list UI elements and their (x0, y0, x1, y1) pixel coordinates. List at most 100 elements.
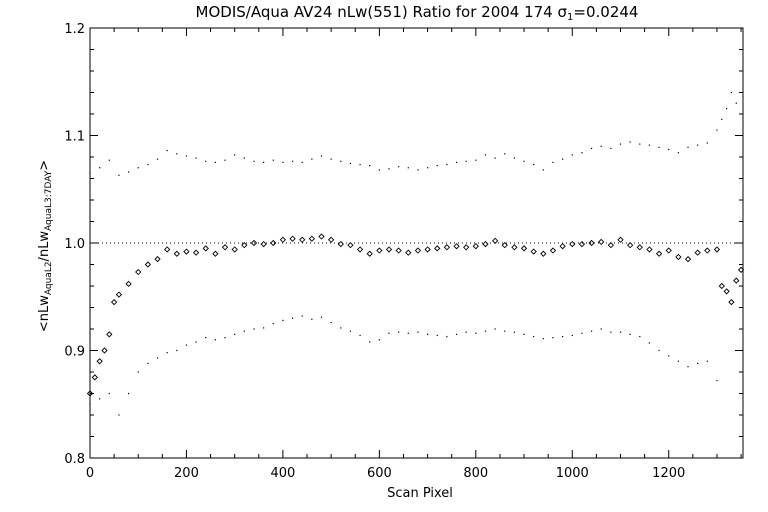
svg-text:<nLwAquaL2/nLwAquaL3:7DAY>: <nLwAquaL2/nLwAquaL3:7DAY> (37, 160, 54, 332)
data-point-lower (224, 337, 226, 339)
data-point-mean (328, 236, 335, 243)
data-point-upper (504, 153, 506, 155)
data-point-mean (202, 245, 209, 252)
data-point-upper (426, 167, 429, 169)
data-point-upper (253, 160, 255, 162)
data-point-upper (513, 157, 516, 159)
data-point-lower (243, 330, 245, 332)
data-point-mean (463, 244, 470, 251)
data-point-lower (99, 398, 101, 400)
data-point-mean (337, 240, 344, 248)
data-point-mean (569, 240, 576, 248)
data-point-upper (205, 160, 207, 162)
data-point-lower (320, 316, 323, 318)
data-point-lower (426, 333, 429, 335)
tick-labels-group: 0 200 400 600 800 1000 1200 0.8 0.9 1.0 1.1 1.2 (64, 22, 685, 481)
y-label-close: > (37, 160, 52, 171)
data-point-mean (694, 249, 701, 256)
data-point-mean (125, 280, 132, 287)
data-point-mean (723, 288, 730, 295)
data-point-upper (243, 157, 245, 159)
data-point-mean (164, 246, 171, 253)
data-point-mean (511, 244, 518, 251)
data-point-lower (234, 333, 236, 335)
data-point-lower (455, 333, 458, 335)
data-point-upper (716, 129, 718, 131)
data-point-mean (733, 277, 740, 284)
data-point-upper (697, 144, 699, 146)
data-point-upper (108, 159, 110, 161)
data-point-mean (270, 239, 277, 247)
data-point-mean (395, 247, 402, 254)
data-point-lower (369, 341, 371, 343)
data-point-upper (417, 169, 419, 171)
data-point-upper (214, 161, 216, 163)
data-point-lower (629, 333, 631, 335)
data-point-lower (610, 331, 612, 333)
data-point-mean (607, 242, 614, 249)
data-point-lower (658, 349, 660, 352)
data-point-lower (677, 360, 679, 362)
data-point-upper (600, 145, 602, 147)
data-point-upper (272, 159, 274, 161)
y-tick-label: 0.8 (64, 452, 85, 467)
x-tick-label: 1000 (556, 466, 589, 481)
data-point-mean (434, 245, 441, 252)
data-point-upper (388, 168, 390, 170)
y-axis-label: <nLwAquaL2/nLwAquaL3:7DAY> (37, 160, 54, 332)
data-point-lower (407, 332, 409, 334)
data-point-upper (349, 162, 352, 165)
y-label-slash: / (37, 256, 52, 261)
data-point-mean (154, 255, 161, 263)
data-point-upper (648, 144, 651, 146)
data-point-lower (581, 332, 583, 334)
data-point-mean (308, 235, 315, 242)
data-point-mean (173, 250, 180, 257)
y-label-den: nLw (37, 231, 52, 257)
data-point-lower (359, 334, 361, 337)
data-point-upper (484, 154, 487, 156)
data-point-lower (716, 380, 718, 382)
data-point-mean (588, 239, 595, 247)
data-point-upper (523, 160, 525, 162)
data-point-lower (311, 318, 313, 320)
data-point-mean (646, 246, 653, 253)
data-point-upper (455, 161, 458, 163)
data-point-lower (571, 334, 573, 337)
data-point-lower (533, 335, 535, 338)
data-point-upper (552, 161, 554, 163)
data-point-upper (619, 143, 622, 145)
plot-frame (89, 27, 744, 459)
data-point-upper (639, 143, 641, 145)
data-point-mean (299, 236, 306, 243)
data-point-lower (523, 333, 525, 335)
y-tick-label: 1.1 (64, 130, 85, 145)
data-point-lower (398, 331, 400, 333)
data-point-lower (205, 337, 207, 339)
chart-title: MODIS/Aqua AV24 nLw(551) Ratio for 2004 … (196, 3, 639, 23)
chart-title-main: MODIS/Aqua AV24 nLw(551) Ratio for 2004 … (196, 3, 558, 21)
y-tick-label: 0.9 (64, 345, 85, 360)
data-point-upper (436, 165, 438, 167)
data-point-upper (465, 160, 467, 162)
data-point-mean (530, 248, 537, 255)
data-point-mean (559, 243, 566, 250)
data-point-upper (726, 108, 728, 110)
data-point-lower (475, 332, 477, 334)
data-point-mean (356, 246, 364, 253)
y-tick-label: 1.0 (64, 237, 85, 252)
data-point-lower (166, 352, 168, 354)
data-point-mean (414, 247, 422, 254)
data-point-upper (359, 163, 361, 166)
data-point-upper (147, 163, 149, 166)
data-point-upper (542, 169, 544, 171)
data-point-upper (301, 161, 303, 163)
data-point-lower (668, 355, 670, 357)
y-label-num: nLw (37, 295, 52, 321)
y-label-open: < (37, 321, 52, 332)
data-point-upper (176, 153, 178, 155)
data-point-lower (127, 392, 130, 395)
axes-group (89, 27, 744, 459)
data-point-upper (494, 157, 496, 159)
data-point-mean (424, 246, 431, 253)
